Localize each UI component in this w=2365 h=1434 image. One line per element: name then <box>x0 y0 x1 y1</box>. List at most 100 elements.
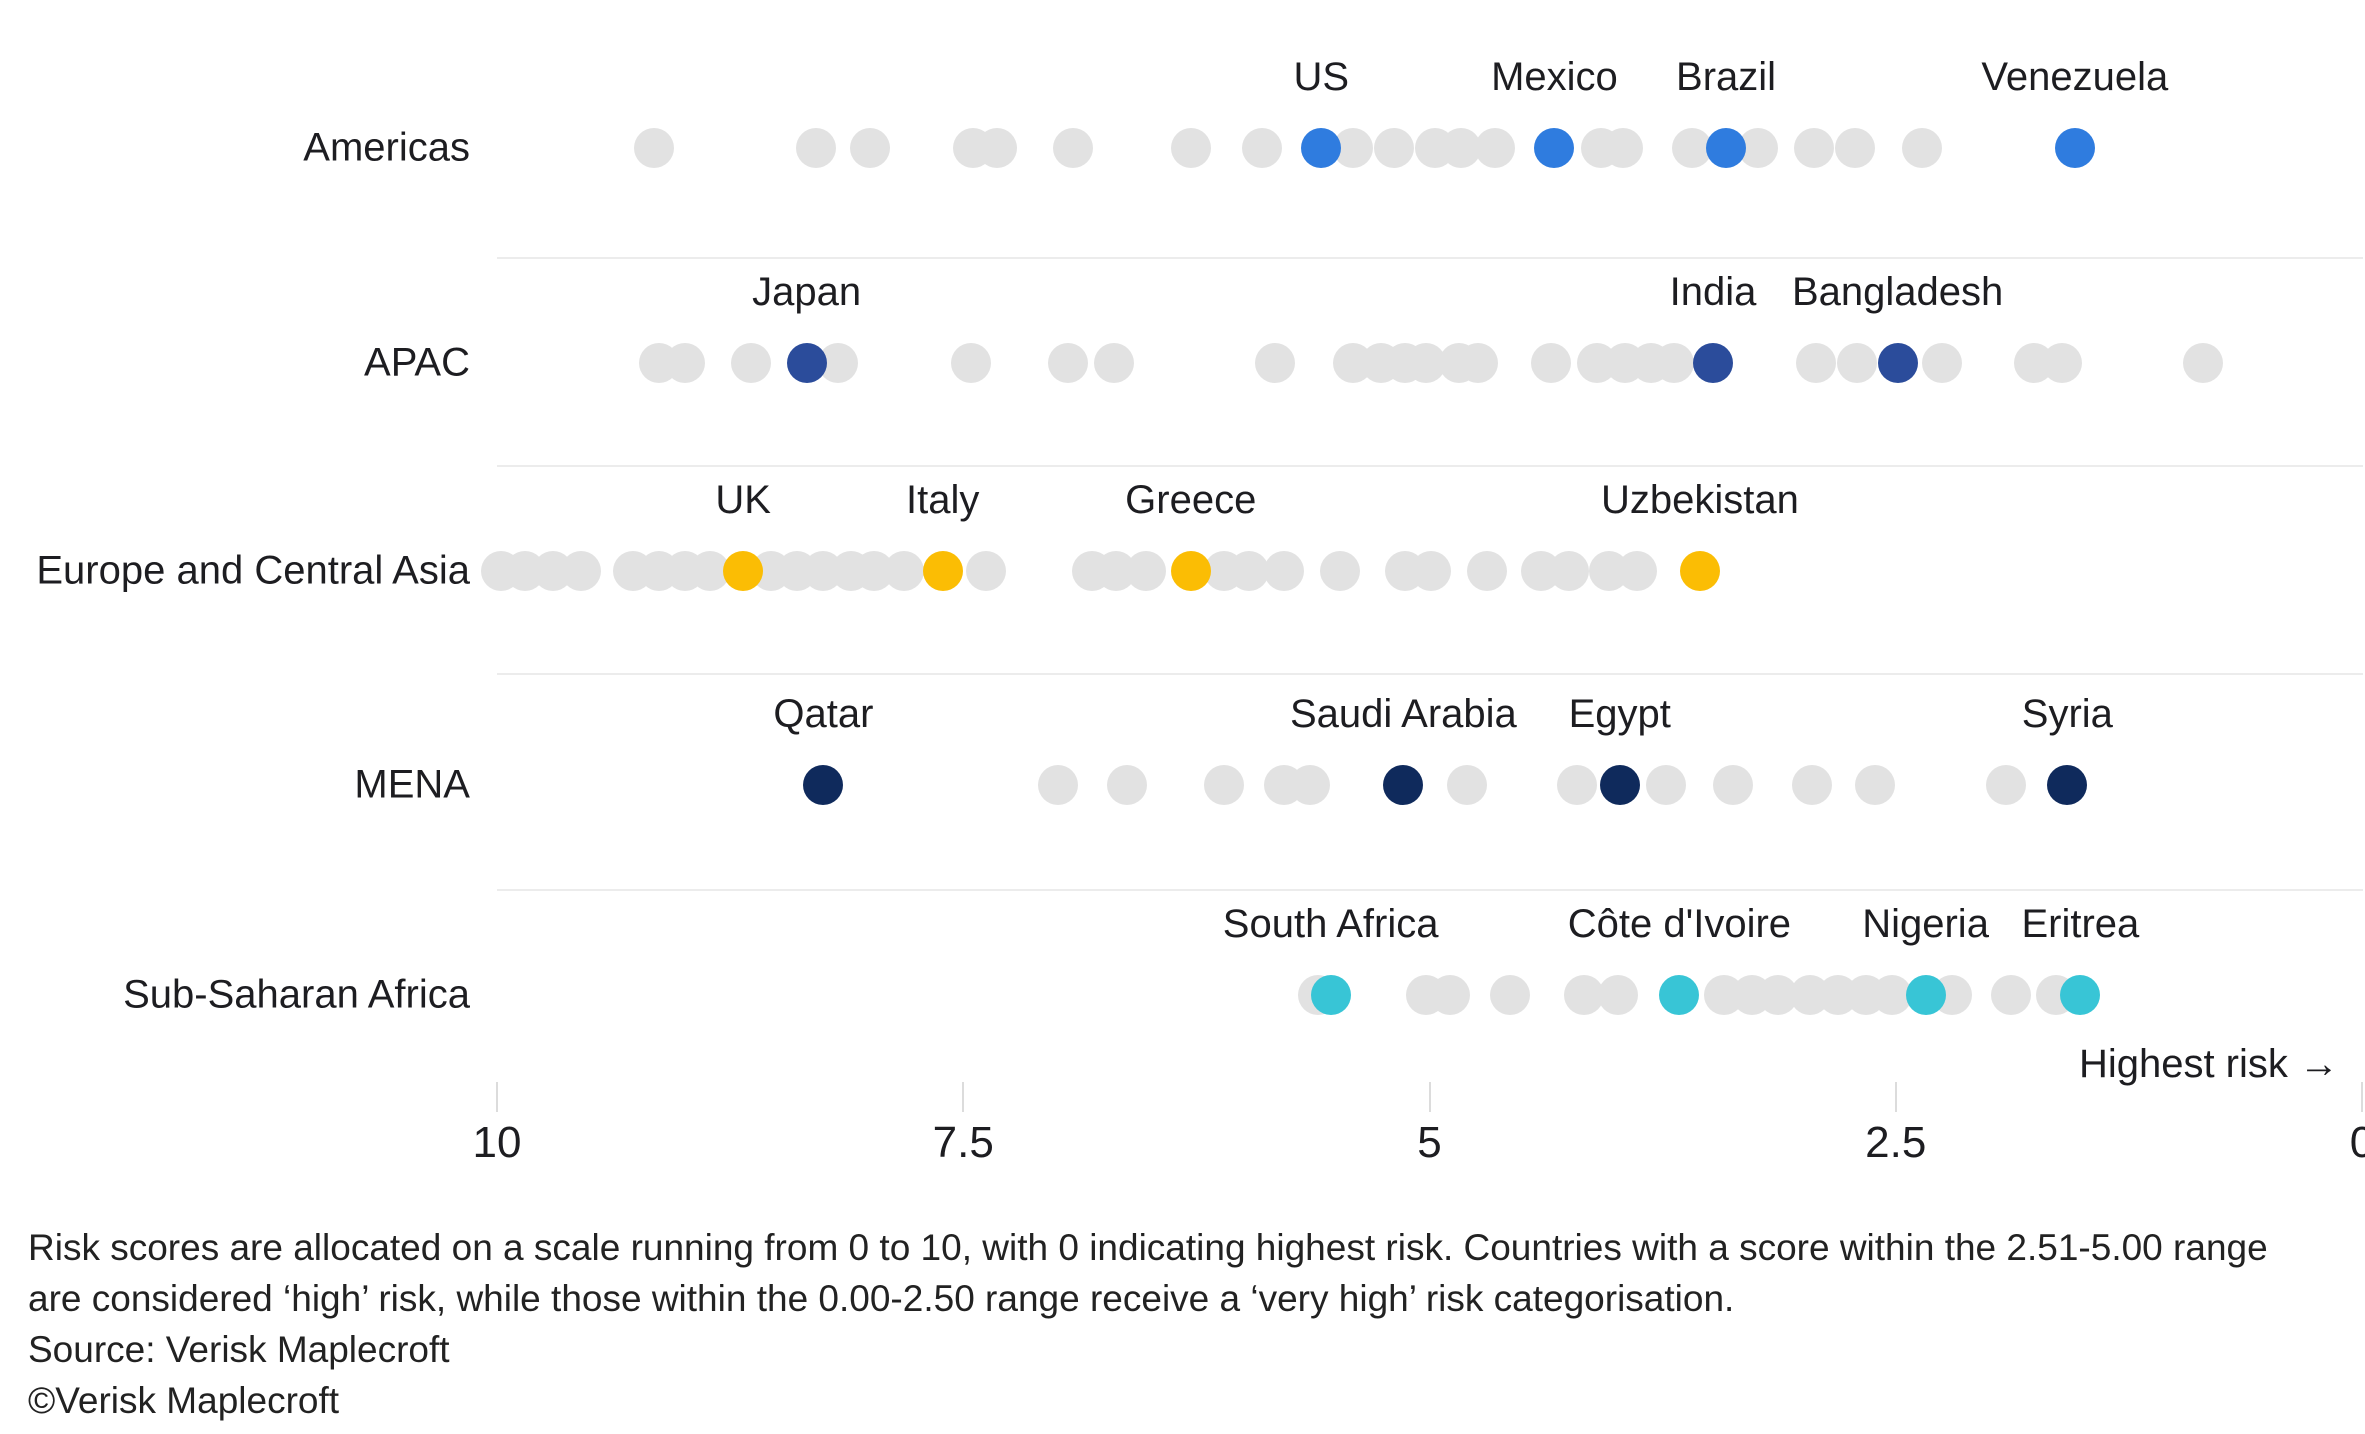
row-separator-line <box>497 889 2363 891</box>
country-label-saudi-arabia: Saudi Arabia <box>1289 692 1517 736</box>
dot-europe-and-central-asia <box>1264 551 1305 591</box>
highlight-dot-nigeria <box>1905 975 1946 1015</box>
dot-mena <box>1556 765 1597 805</box>
dot-europe-and-central-asia <box>1126 551 1167 591</box>
country-label-mexico: Mexico <box>1491 55 1618 99</box>
highlight-dot-egypt <box>1599 765 1640 805</box>
highlight-dot-qatar <box>803 765 844 805</box>
dot-americas <box>795 128 836 168</box>
highlight-dot-uzbekistan <box>1679 551 1720 591</box>
dot-europe-and-central-asia <box>883 551 924 591</box>
dot-mena <box>1446 765 1487 805</box>
footnote: Risk scores are allocated on a scale run… <box>28 1222 2268 1426</box>
footnote-line-1: Risk scores are allocated on a scale run… <box>28 1227 2268 1268</box>
row-label-mena: MENA <box>354 762 470 807</box>
dot-apac <box>1795 343 1836 383</box>
highlight-dot-syria <box>2047 765 2088 805</box>
dot-americas <box>1170 128 1211 168</box>
highlight-dot-saudi-arabia <box>1383 765 1424 805</box>
dot-europe-and-central-asia <box>1228 551 1269 591</box>
axis-tick-mark <box>1894 1082 1897 1112</box>
row-label-americas: Americas <box>303 125 470 170</box>
dot-europe-and-central-asia <box>1319 551 1360 591</box>
dot-europe-and-central-asia <box>965 551 1006 591</box>
dot-mena <box>1985 765 2026 805</box>
dot-apac <box>1530 343 1571 383</box>
dot-americas <box>1441 128 1482 168</box>
country-label-uk: UK <box>715 478 771 522</box>
highlight-dot-bangladesh <box>1877 343 1918 383</box>
dot-americas <box>1793 128 1834 168</box>
dot-europe-and-central-asia <box>1616 551 1657 591</box>
highlight-dot-mexico <box>1534 128 1575 168</box>
footnote-source: Source: Verisk Maplecroft <box>28 1329 450 1370</box>
dot-apac <box>1836 343 1877 383</box>
dot-mena <box>1713 765 1754 805</box>
dot-apac <box>2041 343 2082 383</box>
row-label-apac: APAC <box>364 340 470 385</box>
highlight-dot-venezuela <box>2054 128 2095 168</box>
dot-americas <box>1474 128 1515 168</box>
country-label-c-te-d-ivoire: Côte d'Ivoire <box>1567 902 1792 946</box>
row-label-sub-saharan-africa: Sub-Saharan Africa <box>123 972 470 1017</box>
dot-apac <box>950 343 991 383</box>
axis-tick-mark <box>2361 1082 2363 1112</box>
dot-sub-saharan-africa <box>1564 975 1605 1015</box>
axis-tick-mark <box>1428 1082 1431 1112</box>
row-label-europe-and-central-asia: Europe and Central Asia <box>36 548 470 593</box>
dot-americas <box>1603 128 1644 168</box>
dot-europe-and-central-asia <box>560 551 601 591</box>
axis-tick-label-0: 0 <box>2349 1118 2365 1167</box>
country-label-brazil: Brazil <box>1676 55 1777 99</box>
dot-americas <box>633 128 674 168</box>
country-label-greece: Greece <box>1125 478 1257 522</box>
country-label-us: US <box>1293 55 1350 99</box>
dot-europe-and-central-asia <box>689 551 730 591</box>
dot-sub-saharan-africa <box>1597 975 1638 1015</box>
highlight-dot-uk <box>723 551 764 591</box>
row-separator-line <box>497 673 2363 675</box>
dot-americas <box>850 128 890 168</box>
axis-tick-label-2.5: 2.5 <box>1865 1118 1927 1167</box>
axis-tick-mark <box>496 1082 498 1112</box>
dot-europe-and-central-asia <box>1411 551 1452 591</box>
dot-americas <box>976 128 1017 168</box>
dot-apac <box>1457 343 1498 383</box>
dot-sub-saharan-africa <box>1489 975 1530 1015</box>
dot-mena <box>1855 765 1896 805</box>
footnote-line-2: are considered ‘high’ risk, while those … <box>28 1278 1735 1319</box>
dot-sub-saharan-africa <box>1991 975 2032 1015</box>
country-label-egypt: Egypt <box>1568 692 1671 736</box>
country-label-italy: Italy <box>906 478 980 522</box>
country-label-bangladesh: Bangladesh <box>1791 270 2004 314</box>
country-label-uzbekistan: Uzbekistan <box>1600 478 1799 522</box>
dot-americas <box>1834 128 1875 168</box>
country-label-venezuela: Venezuela <box>1981 55 2169 99</box>
dot-apac <box>1254 343 1295 383</box>
axis-tick-label-5: 5 <box>1417 1118 1442 1167</box>
dot-apac <box>665 343 706 383</box>
highlight-dot-india <box>1692 343 1733 383</box>
country-label-qatar: Qatar <box>773 692 874 736</box>
dot-mena <box>1038 765 1079 805</box>
highlight-dot-greece <box>1170 551 1211 591</box>
axis-tick-label-10: 10 <box>472 1118 522 1167</box>
dot-apac <box>1047 343 1088 383</box>
dot-apac <box>1094 343 1135 383</box>
highlight-dot-italy <box>922 551 963 591</box>
highlight-dot-eritrea <box>2060 975 2101 1015</box>
dot-sub-saharan-africa <box>1872 975 1913 1015</box>
dot-mena <box>1791 765 1832 805</box>
dot-americas <box>1374 128 1415 168</box>
dot-sub-saharan-africa <box>1430 975 1470 1015</box>
dot-mena <box>1204 765 1245 805</box>
dot-americas <box>1901 128 1942 168</box>
axis-direction-note: Highest risk → <box>2078 1042 2339 1086</box>
row-separator-line <box>497 257 2363 259</box>
highlight-dot-japan <box>786 343 827 383</box>
dot-europe-and-central-asia <box>1467 551 1508 591</box>
country-label-nigeria: Nigeria <box>1862 902 1989 946</box>
country-label-syria: Syria <box>2021 692 2113 736</box>
axis-tick-mark <box>962 1082 965 1112</box>
